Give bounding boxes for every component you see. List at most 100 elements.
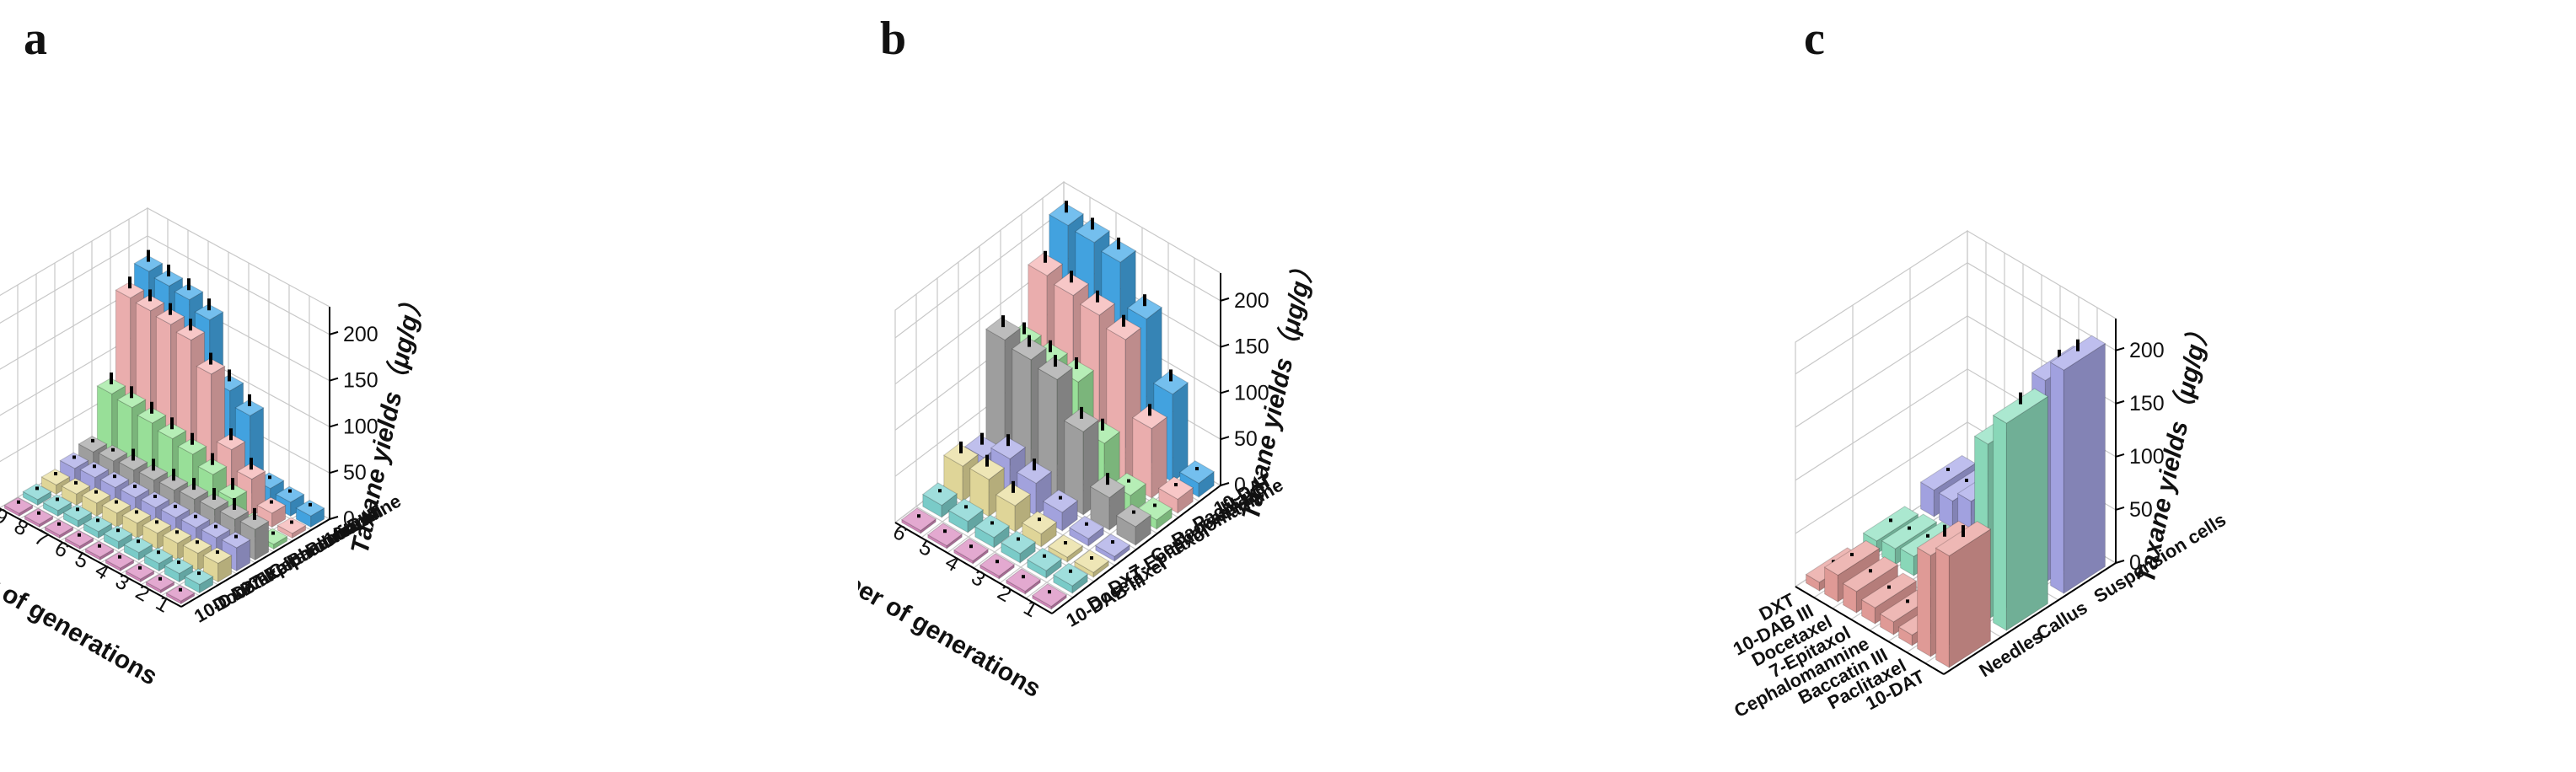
bar-top-face (276, 517, 307, 534)
z-tick (2115, 506, 2125, 511)
x-category-label: 2 (131, 580, 153, 606)
bar (2049, 335, 2106, 594)
z-tick (329, 423, 339, 428)
x-category-label: 5 (915, 535, 936, 561)
bar-top-face (1115, 503, 1152, 528)
z-tick (329, 377, 339, 382)
bar-top-face (1881, 513, 1938, 550)
bar-top-face (1063, 409, 1100, 432)
bar-front-face (2050, 362, 2064, 594)
z-tick (329, 516, 339, 520)
bar (921, 482, 958, 518)
bar (83, 515, 113, 539)
bar (61, 477, 91, 507)
bar-top-face (1079, 292, 1116, 316)
x-category-label: 3 (967, 566, 989, 592)
bar-top-face (947, 498, 985, 523)
z-tick (1220, 436, 1230, 441)
bar (184, 568, 214, 594)
bar-top-face (275, 485, 305, 503)
bar (1842, 556, 1899, 614)
bar-top-face (1031, 583, 1068, 608)
z-tick (329, 469, 339, 474)
bar (1131, 404, 1168, 499)
bar-top-face (1053, 272, 1090, 297)
z-tick (1220, 297, 1230, 302)
bar (3, 496, 34, 517)
bar (40, 469, 71, 496)
bar-top-face (1073, 550, 1110, 573)
bar-top-face (42, 494, 72, 512)
bar (295, 499, 325, 528)
z-tick (1220, 343, 1230, 348)
bar-top-face (1178, 460, 1216, 484)
bar-top-face (184, 568, 214, 586)
bar (1094, 533, 1131, 562)
z-tick-label: 200 (2129, 339, 2165, 362)
bar (165, 584, 196, 605)
bar-top-face (99, 471, 130, 489)
z-tick-label: 0 (343, 507, 355, 531)
bar (1052, 562, 1089, 594)
z-tick-label: 50 (1234, 427, 1258, 451)
bar-top-face (123, 536, 153, 554)
bar-top-face (1016, 460, 1053, 485)
bar (145, 573, 175, 594)
z-tick-label: 150 (1234, 335, 1269, 359)
bar-top-face (953, 538, 990, 562)
bar-top-face (40, 469, 71, 485)
bar (103, 525, 133, 550)
bar-top-face (1842, 556, 1899, 592)
bars-group (900, 201, 1216, 610)
bar-side-face (1172, 382, 1189, 483)
bar (953, 538, 990, 565)
z-tick-label: 0 (1234, 474, 1246, 497)
bar-top-face (1048, 202, 1085, 227)
bar-top-face (202, 547, 233, 564)
bar (1042, 489, 1079, 532)
bar-top-face (1068, 515, 1105, 539)
x-category-label: 1 (152, 591, 174, 617)
bar-top-face (990, 436, 1027, 460)
bar (1005, 568, 1042, 595)
bar (121, 507, 152, 539)
bar-top-face (1037, 357, 1074, 380)
bar (1115, 503, 1152, 546)
bar-top-face (985, 317, 1022, 340)
bar (64, 529, 94, 550)
bar-top-face (1157, 476, 1194, 500)
bar-side-face (2005, 395, 2048, 631)
y-axis-line (1051, 485, 1221, 614)
grid-line (0, 235, 330, 335)
bar-top-face (1027, 252, 1064, 276)
bar (42, 494, 72, 517)
bar-top-face (120, 481, 150, 498)
z-tick-label: 150 (343, 369, 378, 393)
bar-top-face (143, 547, 174, 565)
bars-group (3, 249, 325, 605)
x-axis-line (0, 507, 182, 608)
bar (125, 562, 155, 583)
x-axis-line (894, 522, 1053, 614)
bar-top-face (1052, 562, 1089, 587)
bar-front-face (1935, 547, 1950, 668)
bar-top-face (201, 521, 231, 539)
bar (143, 547, 174, 572)
bar-top-face (969, 456, 1006, 480)
panel-letter-b: b (880, 13, 907, 65)
bar-top-face (59, 452, 89, 469)
bar-top-face (182, 537, 212, 555)
z-tick (2115, 399, 2125, 405)
bar-top-face (1021, 511, 1058, 535)
bar (1031, 583, 1068, 610)
y-axis-line (1943, 562, 2117, 675)
z-tick-label: 100 (1234, 381, 1269, 405)
bar (276, 517, 307, 539)
panel-c: 0 50 100 150 200 Taxane yields（μg/g） Needles Ca… (1716, 0, 2574, 772)
panel-a: 0 50 100 150 200 Taxane yields（μg/g） 10-DAB II… (0, 0, 858, 772)
bar-top-face (926, 523, 963, 547)
bar-top-face (79, 461, 110, 479)
